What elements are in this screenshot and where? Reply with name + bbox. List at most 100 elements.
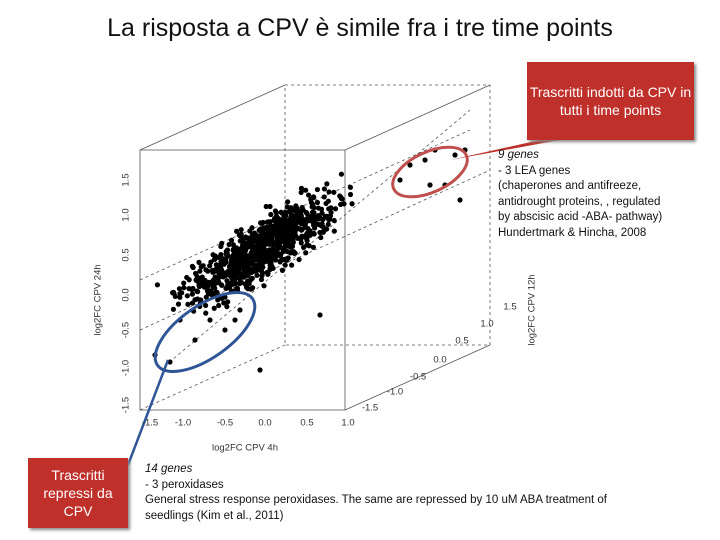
x-tick-label: -0.5 [217, 418, 233, 429]
dot [286, 237, 292, 243]
dot [261, 259, 267, 265]
dot [272, 230, 278, 236]
dot [288, 213, 294, 220]
dot [318, 234, 324, 241]
dot [242, 235, 248, 241]
dot [184, 293, 190, 299]
dot [247, 228, 253, 234]
dot [279, 267, 286, 273]
dot [323, 200, 329, 207]
dot [282, 262, 288, 268]
dot [216, 302, 222, 309]
dot [202, 277, 208, 284]
scatter-cloud [152, 147, 468, 373]
dot [293, 232, 299, 239]
dot [207, 317, 213, 323]
dot [253, 249, 260, 255]
dot [177, 291, 183, 297]
dot [198, 297, 204, 303]
dot [298, 209, 304, 215]
dot [222, 327, 228, 333]
dot [293, 221, 299, 227]
dot [338, 195, 344, 201]
dot [189, 286, 195, 293]
callout-down: Trascritti repressi da CPV [28, 458, 128, 528]
dot [279, 238, 285, 244]
dot [192, 337, 198, 343]
dot [324, 181, 330, 187]
dot [324, 213, 330, 219]
dot [265, 271, 271, 277]
dot [298, 189, 304, 196]
dot [285, 199, 291, 205]
dot [234, 258, 240, 264]
dot [210, 252, 216, 258]
dot [242, 264, 248, 271]
dot [236, 232, 242, 238]
dot [254, 265, 261, 271]
dot [181, 285, 187, 291]
dot [302, 219, 308, 225]
dot [234, 252, 240, 259]
dot [249, 244, 256, 250]
dot [218, 243, 224, 250]
dot [226, 241, 232, 248]
dot [427, 182, 433, 188]
dot [325, 221, 331, 227]
dot [261, 251, 267, 257]
y-tick-label: 1.5 [121, 173, 132, 186]
dot [290, 237, 296, 244]
z-tick-label: 1.0 [480, 319, 493, 330]
note-down: 14 genes - 3 peroxidases General stress r… [145, 462, 715, 524]
dot [194, 278, 201, 284]
dot [347, 184, 354, 190]
dot [268, 211, 274, 218]
dot [312, 214, 318, 221]
note-line: - 3 peroxidases [145, 478, 224, 491]
dot [176, 286, 183, 292]
dot [254, 272, 260, 278]
dot [224, 304, 230, 310]
connector [126, 359, 170, 466]
dot [267, 224, 273, 231]
gene-count: 14 genes [145, 463, 193, 475]
dot [338, 171, 345, 177]
dot [246, 244, 252, 250]
dot [315, 205, 322, 211]
dot [177, 294, 183, 300]
dot [287, 230, 293, 236]
dot [215, 297, 221, 303]
dot [269, 249, 275, 255]
dot [205, 284, 211, 290]
dot [280, 218, 286, 224]
dot [321, 194, 327, 200]
dot [259, 273, 265, 279]
dot [170, 289, 177, 295]
x-tick-label: 0.0 [258, 418, 271, 429]
dot [213, 262, 219, 268]
dot [305, 233, 311, 240]
dot [294, 212, 300, 218]
note-line: - 3 LEA genes [498, 164, 571, 177]
dot [276, 245, 282, 251]
y-tick-label: 0.5 [121, 248, 132, 261]
dot [331, 217, 337, 224]
dot [197, 268, 203, 274]
dot [237, 307, 243, 313]
z-tick-label: -1.5 [362, 403, 378, 414]
dot [296, 256, 302, 263]
dot [397, 177, 403, 183]
x-tick-label: 0.5 [300, 418, 313, 429]
x-tick-label: -1.0 [175, 418, 191, 429]
dot [194, 274, 200, 280]
dot [263, 203, 269, 210]
dot [292, 250, 298, 256]
dot [267, 255, 274, 261]
dot [304, 211, 310, 217]
callout-pointer [450, 140, 560, 160]
dot [240, 242, 246, 248]
highlight-up [391, 145, 469, 199]
dot [338, 201, 344, 208]
dot [279, 210, 285, 216]
